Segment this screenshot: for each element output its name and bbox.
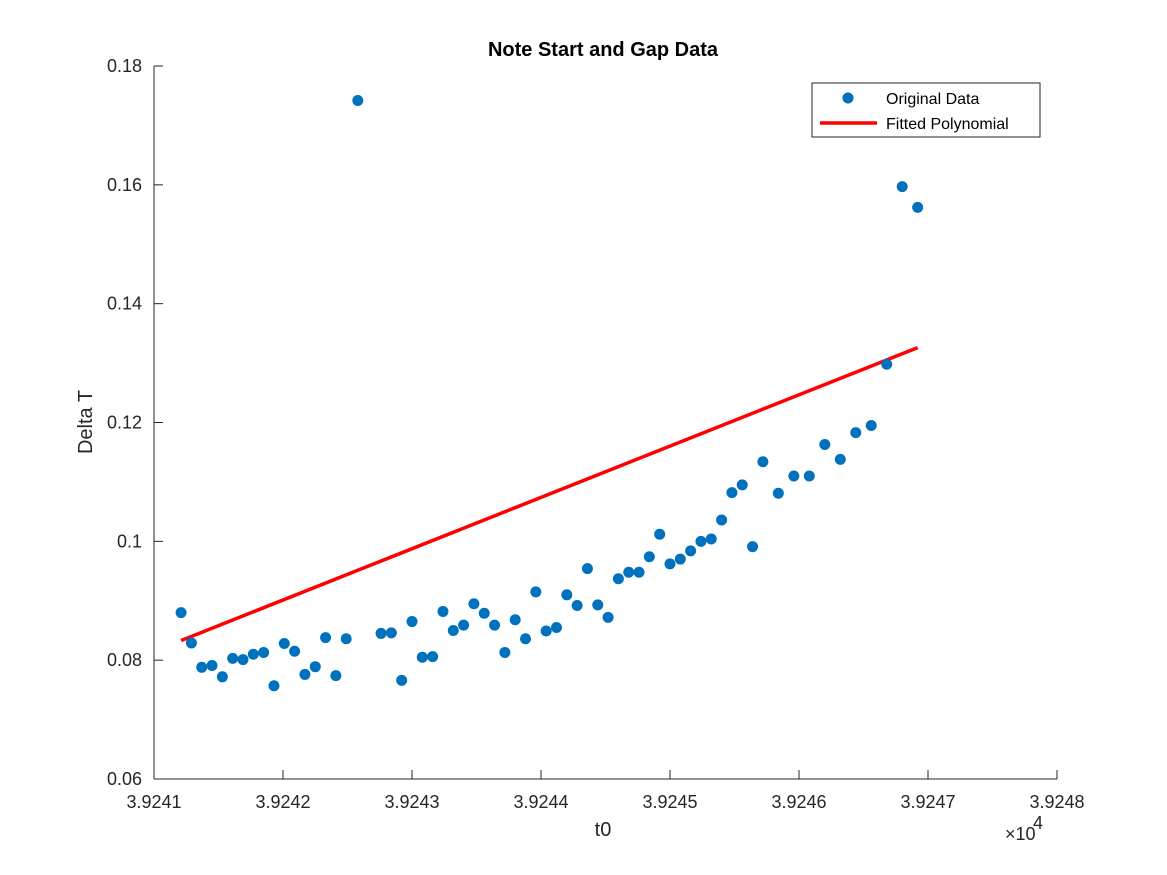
data-point <box>643 551 655 563</box>
data-point <box>247 648 259 660</box>
data-point <box>447 624 459 636</box>
data-point <box>881 358 893 370</box>
y-tick-label: 0.08 <box>107 650 142 670</box>
data-point <box>571 600 583 611</box>
data-point <box>185 637 197 649</box>
data-point <box>175 607 187 619</box>
data-point <box>237 654 249 666</box>
data-point <box>803 470 815 482</box>
y-tick-label: 0.1 <box>117 531 142 551</box>
legend-label-original-data: Original Data <box>886 91 979 108</box>
data-point <box>299 668 311 680</box>
x-axis-exponent: ×10 4 <box>1005 813 1043 844</box>
data-point <box>865 419 877 431</box>
x-tick-label: 3.9247 <box>900 792 955 812</box>
data-point <box>602 611 614 623</box>
data-point <box>747 541 759 553</box>
data-point <box>320 632 332 644</box>
data-point <box>406 616 418 628</box>
data-point <box>375 627 387 639</box>
data-point <box>736 479 748 491</box>
data-point <box>499 646 511 658</box>
x-tick-label: 3.9246 <box>771 792 826 812</box>
data-point <box>757 456 769 468</box>
data-point <box>268 680 280 692</box>
data-point <box>685 545 697 557</box>
data-point <box>196 661 208 673</box>
data-point <box>227 652 239 664</box>
data-point <box>896 181 908 193</box>
x-exponent-power: 4 <box>1033 813 1043 833</box>
data-point <box>674 553 686 565</box>
data-point <box>309 661 321 673</box>
data-point <box>289 645 301 657</box>
data-point <box>592 599 604 611</box>
x-tick-label: 3.9245 <box>642 792 697 812</box>
data-point <box>396 674 408 686</box>
data-point <box>206 660 218 672</box>
data-point <box>819 438 831 450</box>
data-point <box>468 598 480 610</box>
data-point <box>612 573 624 585</box>
data-point <box>540 625 552 637</box>
x-exponent-base: ×10 <box>1005 824 1036 844</box>
y-tick-label: 0.14 <box>107 294 142 314</box>
data-point <box>654 528 666 540</box>
data-point <box>437 605 449 617</box>
y-tick-label: 0.12 <box>107 413 142 433</box>
x-tick-label: 3.9242 <box>255 792 310 812</box>
data-point <box>561 589 573 601</box>
y-tick-label: 0.16 <box>107 175 142 195</box>
data-point <box>834 453 846 465</box>
data-point <box>385 627 397 639</box>
data-point <box>550 621 562 633</box>
data-point <box>478 607 490 619</box>
legend: Original Data Fitted Polynomial <box>811 82 1041 138</box>
data-point <box>530 586 542 598</box>
ticks: 3.9241 3.9242 3.9243 3.9244 3.9245 3.9246 3.92… <box>107 56 1085 812</box>
x-axis-label: t0 <box>595 819 612 841</box>
data-point <box>633 566 645 578</box>
data-point <box>716 514 728 526</box>
data-point <box>623 566 635 578</box>
data-point <box>664 558 676 570</box>
data-point <box>278 638 290 650</box>
data-point <box>427 651 439 663</box>
data-point <box>695 535 707 547</box>
data-point <box>912 201 924 213</box>
x-tick-label: 3.9243 <box>384 792 439 812</box>
data-point <box>352 94 364 106</box>
data-point <box>788 470 800 482</box>
data-point <box>772 487 784 499</box>
data-point <box>330 670 342 682</box>
data-point <box>581 563 593 575</box>
data-point <box>520 633 532 645</box>
data-point <box>489 619 501 631</box>
data-point <box>458 619 470 631</box>
y-axis-label: Delta T <box>75 390 97 454</box>
legend-marker-original-data <box>842 92 854 104</box>
fitted-polynomial-line <box>180 346 919 643</box>
y-tick-label: 0.06 <box>107 769 142 789</box>
x-tick-label: 3.9244 <box>513 792 568 812</box>
plot-marks <box>175 94 924 692</box>
legend-label-fitted-polynomial: Fitted Polynomial <box>886 116 1009 133</box>
data-point <box>850 427 862 439</box>
chart-title: Note Start and Gap Data <box>488 39 719 61</box>
data-point <box>705 533 717 545</box>
data-point <box>258 646 270 658</box>
x-tick-label: 3.9241 <box>126 792 181 812</box>
legend-box <box>811 82 1041 138</box>
data-point <box>416 651 428 663</box>
data-point <box>726 487 738 499</box>
data-point <box>340 633 352 645</box>
data-point <box>216 671 228 683</box>
data-point <box>509 614 521 626</box>
y-tick-label: 0.18 <box>107 56 142 76</box>
x-tick-label: 3.9248 <box>1029 792 1084 812</box>
